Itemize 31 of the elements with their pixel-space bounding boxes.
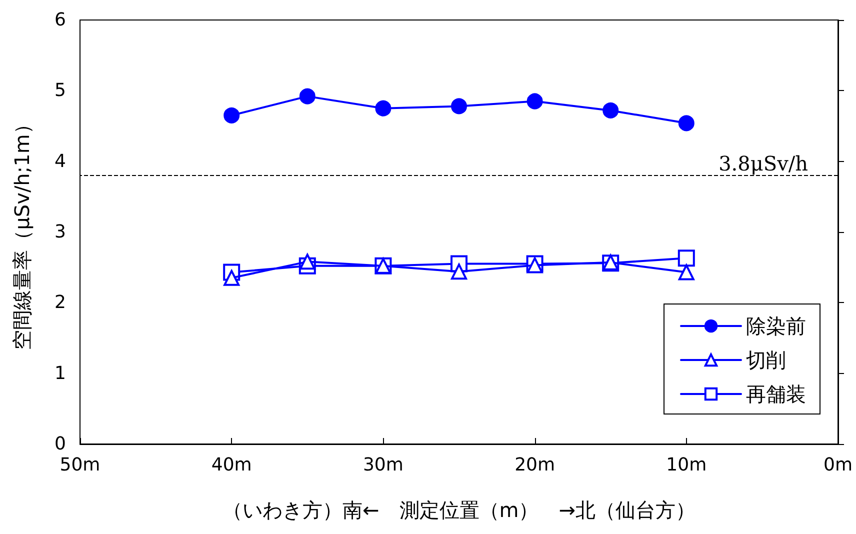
point [678,250,695,267]
point [299,254,316,270]
y-tick-label: 2 [54,292,66,314]
point [299,88,316,104]
point [375,100,392,116]
x-axis-title: （いわき方）南← 測定位置（m） →北（仙台方） [222,498,696,522]
x-tick-label: 10m [666,454,707,476]
y-tick-label: 0 [54,434,66,454]
point [602,102,619,118]
y-tick-label: 5 [54,80,66,102]
x-tick-label: 30m [362,454,404,476]
x-tick-label: 0m [824,454,852,476]
x-tick-label: 40m [211,454,252,476]
point [526,93,543,110]
point [678,115,694,132]
x-tick-label: 50m [60,454,100,476]
y-tick-label: 1 [54,362,66,384]
y-axis-title: 空間線量率（μSv/h;1m） [10,114,34,350]
y-tick-label: 4 [54,150,66,172]
point [224,270,240,286]
point [451,98,467,114]
point [224,107,240,124]
legend-label: 切削 [746,348,786,372]
point [451,264,467,280]
y-tick-label: 3 [54,222,66,242]
ref-line-label: 3.8μSv/h [718,151,808,176]
legend-label: 除染前 [746,314,806,338]
x-tick-label: 20m [514,454,556,476]
point [678,264,694,280]
y-tick-label: 6 [54,10,66,30]
legend-label: 再舗装 [746,382,806,406]
